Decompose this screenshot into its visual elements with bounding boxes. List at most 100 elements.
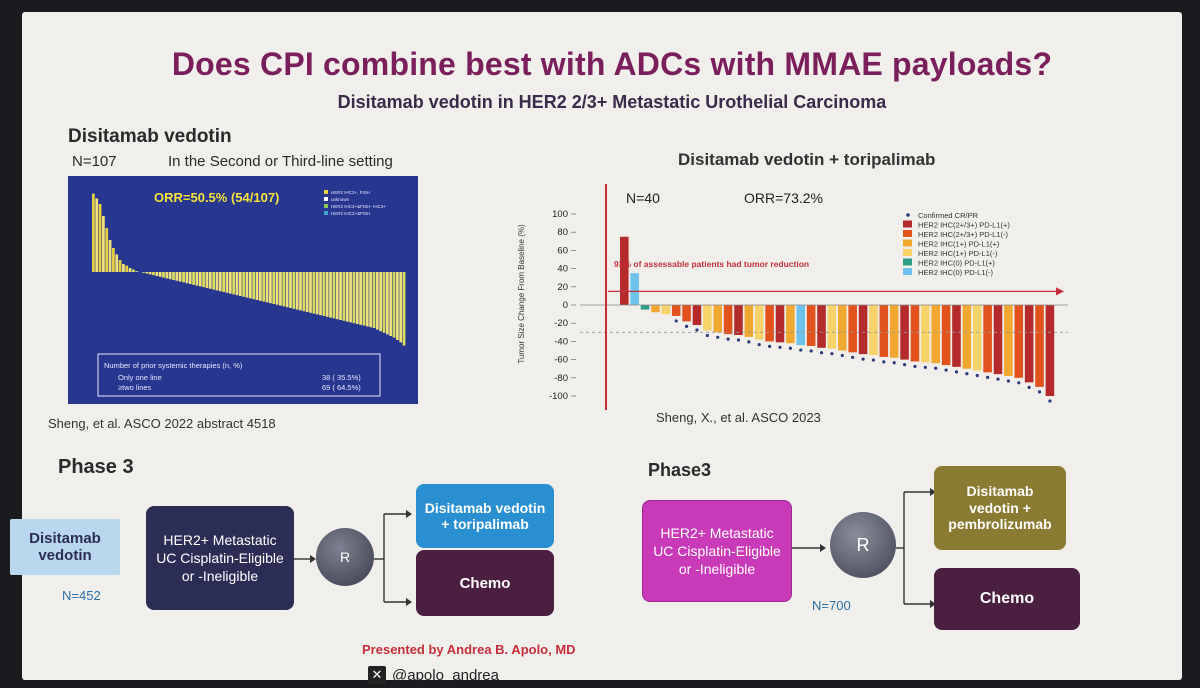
right-legend-swatch [903, 249, 912, 256]
left-bar [369, 272, 372, 328]
left-bar [182, 272, 185, 283]
left-setting-label: In the Second or Third-line setting [168, 153, 393, 170]
right-bar [983, 305, 992, 373]
right-bar [640, 305, 650, 310]
left-bar [202, 272, 205, 288]
right-bar [1035, 305, 1044, 387]
left-bar [295, 272, 299, 310]
right-confirmed-dot [716, 335, 720, 339]
right-y-tick-label: -20 [554, 318, 568, 329]
left-bar [188, 272, 192, 284]
phase-left-n-label: N=452 [62, 588, 101, 603]
right-confirmed-dot [778, 345, 782, 349]
phase-left-arm-b: Chemo [416, 550, 554, 616]
right-confirmed-dot [747, 340, 751, 344]
left-inset-row1-label: Only one line [118, 373, 162, 382]
left-bar [399, 272, 403, 343]
right-confirmed-dot [674, 319, 678, 323]
right-legend-swatch [903, 239, 912, 247]
left-legend-label: HER2 IHC2+, FISH [331, 190, 370, 195]
right-bar [744, 305, 754, 337]
right-legend-swatch [903, 258, 912, 266]
right-confirmed-dot [768, 344, 772, 348]
right-bar [796, 305, 806, 346]
right-bar [734, 305, 743, 336]
left-inset-row2-label: ≥two lines [118, 383, 152, 392]
right-bar [1045, 305, 1055, 396]
right-bar [952, 305, 961, 367]
left-legend-swatch [324, 190, 328, 194]
right-confirmed-dot [934, 366, 938, 370]
right-bar [620, 236, 629, 305]
phase-right-randomize-node: R [830, 512, 896, 578]
left-bar [155, 272, 159, 276]
right-confirmed-dot [684, 324, 689, 328]
right-y-tick-label: -100 [549, 391, 568, 402]
left-bar [252, 272, 256, 300]
left-bar [259, 272, 262, 301]
left-bar [208, 272, 212, 289]
social-handle-row: ✕ @apolo_andrea [368, 666, 499, 684]
right-confirmed-dot [726, 337, 730, 341]
left-bar [315, 272, 319, 315]
left-bar [118, 260, 122, 272]
left-bar [355, 272, 359, 324]
right-y-tick-label: 40 [557, 264, 568, 275]
left-bar [359, 272, 362, 325]
right-bar [775, 305, 785, 343]
right-chart-heading: Disitamab vedotin + toripalimab [678, 150, 936, 169]
left-bar [192, 272, 195, 285]
left-bar [275, 272, 279, 305]
right-legend-swatch [903, 268, 912, 275]
left-bar [218, 272, 222, 292]
right-confirmed-dot [1027, 385, 1031, 389]
left-bar [339, 272, 342, 320]
phase-left-arm-label: Disitamab vedotin [10, 519, 120, 575]
right-y-tick-label: -60 [554, 355, 568, 366]
right-bar [921, 305, 930, 363]
right-annotation-arrowhead [1056, 287, 1064, 296]
right-bar [1014, 305, 1024, 378]
left-bar [375, 272, 379, 330]
left-bar [132, 269, 135, 272]
left-legend-swatch [324, 197, 328, 201]
right-bar [651, 305, 660, 313]
left-bar [269, 272, 272, 304]
left-bar [249, 272, 252, 299]
right-confirmed-dot [954, 370, 959, 374]
left-bar [172, 272, 175, 280]
left-bar [372, 272, 376, 328]
right-y-tick-label: 0 [563, 300, 568, 311]
left-waterfall-chart: ORR=50.5% (54/107) HER2 IHC2+, FISH unkno… [68, 176, 418, 404]
left-bar [165, 272, 169, 279]
left-bar [395, 272, 399, 340]
right-bar [703, 305, 712, 331]
right-confirmed-dot [902, 363, 907, 367]
phase-right-population-box: HER2+ Metastatic UC Cisplatin-Eligible o… [642, 500, 792, 602]
left-bar [325, 272, 329, 317]
right-confirmed-dot [944, 368, 948, 372]
left-chart-heading: Disitamab vedotin [68, 126, 232, 147]
left-bar [215, 272, 219, 291]
left-bar [128, 268, 132, 272]
left-bar [145, 272, 149, 274]
left-inset-row1-value: 38 ( 35.5%) [322, 373, 361, 382]
phase-left-label: Phase 3 [58, 456, 134, 478]
right-bar [671, 305, 681, 316]
left-bar [112, 248, 115, 272]
left-inset-header: Number of prior systemic therapies (n, %… [104, 361, 243, 370]
right-confirmed-dot [1017, 381, 1021, 385]
phase-left-population-box: HER2+ Metastatic UC Cisplatin-Eligible o… [146, 506, 294, 610]
left-bar [115, 254, 119, 272]
left-bar [92, 193, 95, 272]
slide: Does CPI combine best with ADCs with MMA… [10, 12, 1182, 684]
left-bar [319, 272, 322, 316]
left-bar [312, 272, 316, 314]
left-bar [329, 272, 332, 318]
left-legend-swatch [324, 204, 328, 208]
left-bar [228, 272, 232, 294]
left-bar [175, 272, 179, 281]
left-bar [198, 272, 202, 287]
slide-title: Does CPI combine best with ADCs with MMA… [171, 46, 1053, 82]
left-orr-label: ORR=50.5% (54/107) [154, 190, 279, 205]
